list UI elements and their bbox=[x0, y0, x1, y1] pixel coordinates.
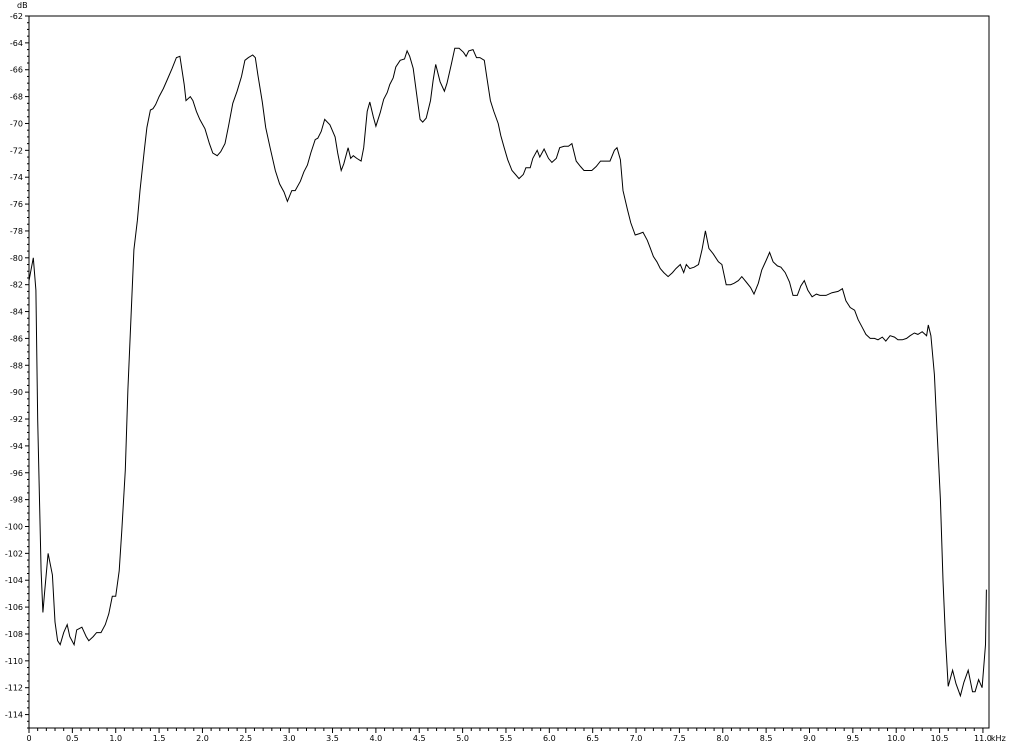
y-tick-label: -82 bbox=[10, 281, 23, 290]
x-axis: 0 0.5 1.0 1.5 2.0 2.5 3.0 3.5 4.0 4.5 5.0 5.5 6.0 6.5… bbox=[26, 728, 1006, 743]
y-tick-label: -80 bbox=[10, 254, 23, 263]
y-tick-label: -106 bbox=[5, 603, 23, 612]
y-tick-label: -72 bbox=[10, 146, 23, 155]
y-tick-label: -110 bbox=[5, 657, 23, 666]
y-tick-label: -112 bbox=[5, 684, 23, 693]
y-tick-label: -74 bbox=[10, 173, 23, 182]
x-tick-label: 0.5 bbox=[66, 734, 79, 743]
y-tick-label: -68 bbox=[10, 93, 23, 102]
x-tick-label: 9.0 bbox=[803, 734, 816, 743]
y-tick-label: -100 bbox=[5, 522, 23, 531]
x-tick-label: 6.5 bbox=[586, 734, 599, 743]
y-tick-label: -64 bbox=[10, 39, 23, 48]
x-tick-label: 3.5 bbox=[326, 734, 339, 743]
x-tick-label: 9.5 bbox=[846, 734, 859, 743]
y-tick-label: -86 bbox=[10, 334, 23, 343]
x-tick-label: 10.0 bbox=[887, 734, 905, 743]
y-tick-label: -108 bbox=[5, 630, 23, 639]
x-tick-label: 1.0 bbox=[109, 734, 122, 743]
y-tick-label: -62 bbox=[10, 12, 23, 21]
x-tick-label: 0 bbox=[26, 734, 31, 743]
x-tick-label: 2.5 bbox=[239, 734, 252, 743]
y-tick-label: -84 bbox=[10, 308, 23, 317]
x-tick-label: 6.0 bbox=[543, 734, 556, 743]
y-tick-label: -78 bbox=[10, 227, 23, 236]
y-axis-unit-label: dB bbox=[17, 1, 28, 10]
x-tick-label: 1.5 bbox=[153, 734, 166, 743]
y-axis: -62 -64 -66 -68 -70 -72 -74 -76 -78 -80 -82 -84 -86 -… bbox=[5, 12, 29, 729]
y-tick-label: -90 bbox=[10, 388, 23, 397]
x-tick-label: 7.5 bbox=[673, 734, 686, 743]
x-tick-label: 3.0 bbox=[283, 734, 296, 743]
y-tick-label: -114 bbox=[5, 711, 23, 720]
spectrum-line bbox=[28, 47, 987, 698]
x-tick-label: 7.0 bbox=[630, 734, 643, 743]
y-tick-label: -102 bbox=[5, 549, 23, 558]
y-tick-label: -92 bbox=[10, 415, 23, 424]
x-tick-label: 10.5 bbox=[931, 734, 949, 743]
x-tick-label: 4.0 bbox=[370, 734, 383, 743]
x-tick-label: 5.5 bbox=[500, 734, 513, 743]
x-tick-label: 11.0 bbox=[974, 734, 992, 743]
x-tick-label: 8.0 bbox=[716, 734, 729, 743]
y-tick-label: -70 bbox=[10, 119, 23, 128]
y-tick-label: -98 bbox=[10, 496, 23, 505]
y-tick-label: -104 bbox=[5, 576, 23, 585]
y-tick-label: -88 bbox=[10, 361, 23, 370]
y-tick-label: -66 bbox=[10, 66, 23, 75]
x-tick-label: 2.0 bbox=[196, 734, 209, 743]
plot-frame bbox=[28, 15, 990, 729]
x-tick-label: 8.5 bbox=[760, 734, 773, 743]
x-axis-unit-label: kHz bbox=[991, 734, 1006, 743]
y-tick-label: -76 bbox=[10, 200, 23, 209]
y-tick-label: -94 bbox=[10, 442, 23, 451]
x-tick-label: 5.0 bbox=[456, 734, 469, 743]
y-tick-label: -96 bbox=[10, 469, 23, 478]
x-tick-label: 4.5 bbox=[413, 734, 426, 743]
